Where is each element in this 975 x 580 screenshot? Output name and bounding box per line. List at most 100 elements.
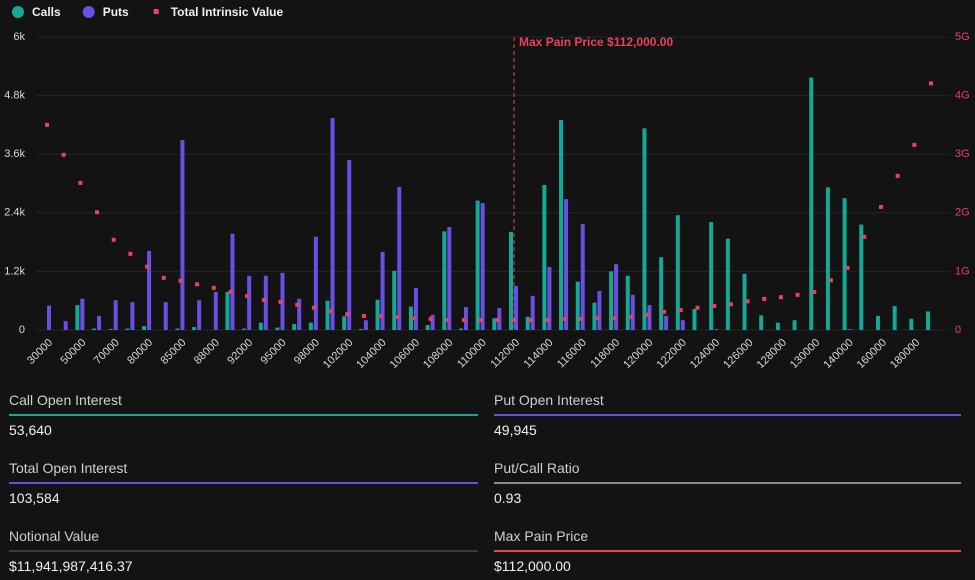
bar — [926, 311, 930, 330]
bar — [313, 236, 318, 330]
intrinsic-point — [211, 285, 216, 290]
intrinsic-point — [562, 316, 567, 321]
intrinsic-point — [728, 302, 733, 307]
bar — [297, 298, 302, 330]
bar — [714, 329, 719, 330]
stats-panel: Call Open Interest 53,640 Put Open Interes… — [9, 386, 961, 576]
y-tick-label: 0 — [19, 324, 25, 336]
x-tick-label: 70000 — [92, 337, 122, 367]
intrinsic-point — [795, 292, 800, 297]
x-tick-label: 116000 — [555, 337, 589, 371]
intrinsic-point — [912, 142, 917, 147]
intrinsic-point — [895, 173, 900, 178]
stat-value: $11,941,987,416.37 — [9, 558, 133, 574]
intrinsic-point — [662, 309, 667, 314]
bar — [413, 288, 418, 330]
bar — [147, 250, 152, 330]
bar — [542, 184, 547, 330]
intrinsic-point — [111, 237, 116, 242]
stat-value: 53,640 — [9, 422, 52, 438]
bar — [725, 238, 730, 330]
bar — [742, 273, 747, 330]
bar — [425, 325, 430, 330]
bar — [680, 320, 685, 330]
y2-tick-label: 1G — [955, 265, 970, 277]
bar — [792, 320, 797, 330]
intrinsic-point — [878, 204, 883, 209]
bar — [163, 302, 168, 330]
max-pain-label: Max Pain Price $112,000.00 — [519, 35, 673, 49]
bar — [363, 320, 368, 330]
y-tick-label: 6k — [13, 31, 25, 43]
x-tick-label: 108000 — [421, 337, 455, 371]
x-tick-label: 124000 — [688, 337, 722, 371]
bar — [263, 275, 268, 330]
intrinsic-point — [45, 122, 49, 127]
x-tick-label: 88000 — [192, 337, 222, 367]
bar — [397, 186, 402, 330]
legend-swatch — [82, 6, 95, 18]
intrinsic-point — [678, 308, 683, 313]
bar — [842, 198, 847, 330]
bar — [242, 328, 247, 330]
x-tick-label: 85000 — [158, 337, 188, 367]
intrinsic-point — [295, 302, 300, 307]
stat-card: Max Pain Price $112,000.00 — [494, 522, 961, 576]
intrinsic-point — [178, 278, 183, 283]
bar — [192, 327, 197, 330]
bar — [592, 302, 597, 330]
legend-swatch — [153, 9, 159, 14]
bar — [330, 118, 335, 331]
bar — [759, 315, 764, 330]
stat-value: 49,945 — [494, 422, 537, 438]
bar — [430, 314, 435, 330]
intrinsic-point — [628, 315, 633, 320]
bar — [392, 270, 397, 330]
bar — [380, 251, 385, 330]
bar — [247, 275, 252, 330]
x-tick-label: 112000 — [488, 337, 522, 371]
intrinsic-point — [445, 318, 450, 323]
bar — [480, 203, 485, 330]
x-tick-label: 95000 — [259, 337, 289, 367]
bar — [175, 328, 180, 330]
y2-tick-label: 4G — [955, 90, 970, 102]
bar — [225, 291, 230, 330]
stat-value: 0.93 — [494, 490, 522, 506]
stat-label: Put/Call Ratio — [494, 454, 961, 484]
intrinsic-point — [411, 316, 416, 321]
intrinsic-point — [261, 298, 266, 303]
bar — [47, 305, 51, 330]
bar — [580, 224, 585, 330]
legend-item: Puts — [82, 5, 129, 19]
bar — [775, 322, 780, 330]
intrinsic-point — [345, 312, 350, 317]
legend-item: Total Intrinsic Value — [153, 5, 284, 19]
bar — [180, 140, 185, 330]
bar — [709, 222, 714, 330]
intrinsic-point — [828, 278, 833, 283]
bar — [875, 315, 880, 330]
bar — [514, 286, 519, 330]
stat-card: Put/Call Ratio 0.93 — [494, 454, 961, 508]
intrinsic-point — [278, 299, 283, 304]
bar — [597, 290, 602, 330]
bar — [108, 329, 113, 330]
x-tick-label: 160000 — [855, 337, 889, 371]
stat-card: Call Open Interest 53,640 — [9, 386, 478, 440]
x-tick-label: 126000 — [721, 337, 755, 371]
bar — [130, 302, 135, 330]
bar — [909, 318, 914, 330]
bar — [530, 295, 535, 330]
intrinsic-point — [512, 318, 517, 323]
intrinsic-point — [78, 180, 83, 185]
legend-label: Total Intrinsic Value — [171, 5, 284, 19]
intrinsic-point — [61, 152, 66, 157]
intrinsic-point — [645, 312, 650, 317]
bar — [492, 318, 497, 330]
intrinsic-point — [245, 294, 250, 299]
x-tick-label: 128000 — [755, 337, 789, 371]
intrinsic-point — [478, 318, 483, 323]
stat-card: Total Open Interest 103,584 — [9, 454, 478, 508]
bar — [609, 271, 614, 330]
